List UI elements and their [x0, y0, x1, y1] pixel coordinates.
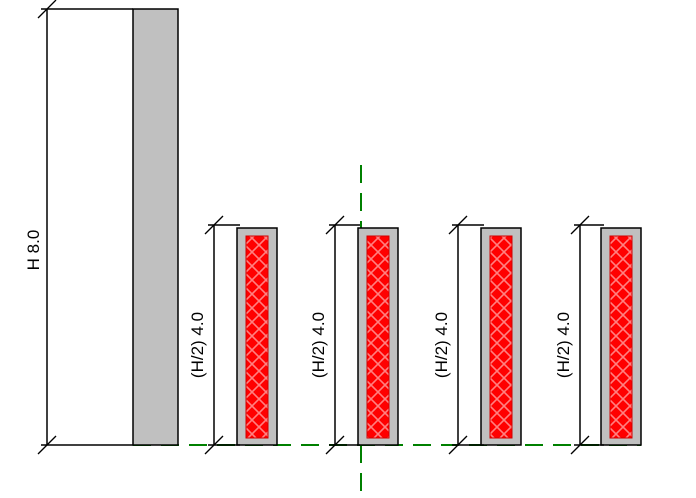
dimension-half-height-1: [204, 215, 240, 455]
dimension-label-half-height-3: (H/2) 4.0: [432, 312, 451, 378]
tick-mark-bottom: [570, 435, 590, 455]
dimension-label-half-height-4: (H/2) 4.0: [554, 312, 573, 378]
reinforcement-core: [609, 235, 633, 439]
wall-element-half-wall-4: [600, 227, 642, 446]
tick-mark-top: [37, 0, 57, 19]
tick-mark-bottom: [448, 435, 468, 455]
tick-mark-bottom: [37, 435, 57, 455]
tick-mark-top: [570, 215, 590, 235]
tick-mark-top: [448, 215, 468, 235]
tick-mark-bottom: [325, 435, 345, 455]
dimension-half-height-3: [448, 215, 484, 455]
wall-element-half-wall-1: [236, 227, 278, 446]
reinforcement-core: [489, 235, 513, 439]
tick-mark-bottom: [204, 435, 224, 455]
tick-mark-top: [204, 215, 224, 235]
wall-element-half-wall-3: [480, 227, 522, 446]
tick-mark-top: [325, 215, 345, 235]
dimension-label-overall-height: H 8.0: [24, 230, 43, 271]
wall-element-full-height-wall: [132, 8, 179, 446]
wall-elements-group: [132, 8, 642, 446]
dimension-label-half-height-2: (H/2) 4.0: [309, 312, 328, 378]
dimension-group: [37, 0, 604, 455]
dimension-label-half-height-1: (H/2) 4.0: [188, 312, 207, 378]
wall-element-half-wall-2: [357, 227, 399, 446]
dimension-half-height-2: [325, 215, 360, 455]
dimension-text-group: H 8.0 (H/2) 4.0 (H/2) 4.0 (H/2) 4.0 (H/2…: [24, 230, 573, 378]
dimension-overall-height: [37, 0, 133, 455]
reinforcement-core: [366, 235, 390, 439]
dimension-half-height-4: [570, 215, 604, 455]
concrete-body: [132, 8, 179, 446]
reinforcement-core: [245, 235, 269, 439]
